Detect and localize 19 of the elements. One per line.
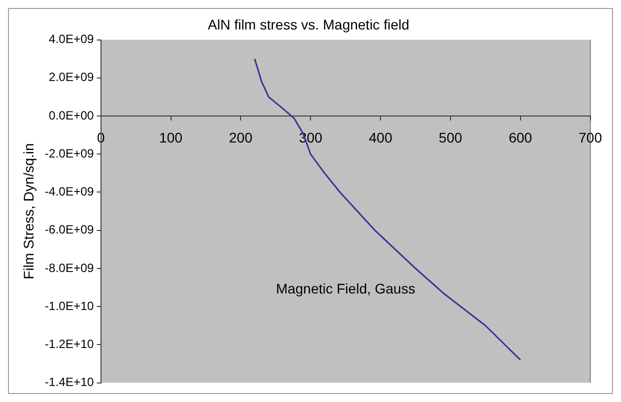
y-tick-label: -1.0E+10 [44,298,94,313]
x-tick-label: 500 [438,129,462,146]
y-tick-label: 4.0E+09 [48,32,94,46]
x-tick-label: 700 [578,129,602,146]
y-tick-label: -6.0E+09 [44,222,94,237]
y-tick-label: -8.0E+09 [44,260,94,275]
x-tick-label: 100 [159,129,183,146]
x-axis-title: Magnetic Field, Gauss [276,280,416,296]
x-tick-label: 400 [368,129,392,146]
y-tick-label: -1.4E+10 [44,375,94,390]
chart-title: AlN film stress vs. Magnetic field [208,16,410,32]
x-tick-label: 200 [229,129,253,146]
y-tick-label: -1.2E+10 [44,337,94,351]
x-tick-label: 600 [508,129,532,146]
y-tick-label: -2.0E+09 [44,146,94,160]
y-tick-label: -4.0E+09 [44,184,94,199]
y-axis-title: Film Stress, Dyn/sq.in [20,143,36,280]
y-tick-label: 2.0E+09 [48,70,94,84]
y-tick-label: 0.0E+00 [48,108,94,122]
